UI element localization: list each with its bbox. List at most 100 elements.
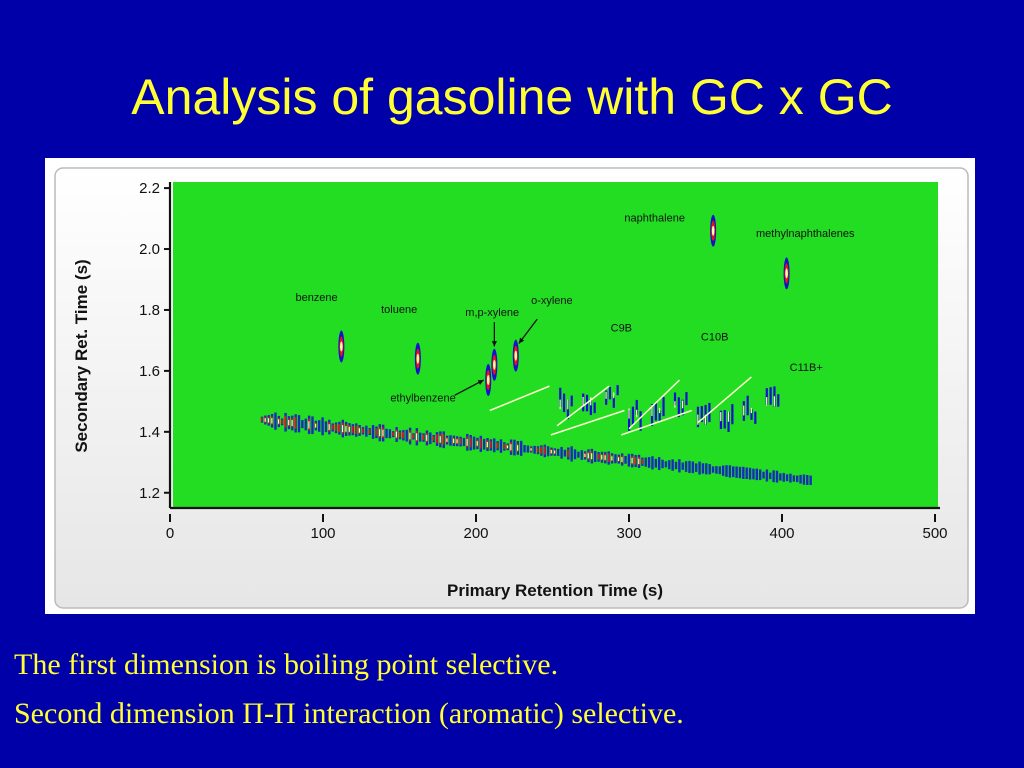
band-streak <box>597 453 600 460</box>
band-streak <box>573 449 577 460</box>
band-streak <box>582 396 584 406</box>
band-streak <box>685 392 688 406</box>
caption-line-1: The first dimension is boiling point sel… <box>14 648 559 681</box>
band-streak <box>584 453 586 458</box>
band-streak <box>723 410 726 429</box>
band-streak <box>772 470 775 483</box>
band-streak <box>261 417 263 422</box>
band-streak <box>557 448 560 456</box>
band-streak <box>422 434 425 440</box>
peak-label: naphthalene <box>624 213 685 225</box>
band-streak <box>345 426 347 432</box>
band-streak <box>368 429 371 434</box>
band-streak <box>612 396 615 408</box>
band-streak <box>291 420 293 426</box>
y-tick-label: 2.0 <box>139 241 160 258</box>
band-streak <box>274 412 277 430</box>
x-tick-label: 500 <box>922 525 947 542</box>
band-streak <box>799 474 802 484</box>
band-streak <box>727 411 730 422</box>
band-streak <box>725 465 728 477</box>
band-streak <box>479 438 482 449</box>
y-axis-title: Secondary Ret. Time (s) <box>72 259 91 452</box>
arrow-head <box>477 380 484 385</box>
band-streak <box>301 420 304 429</box>
band-streak <box>284 416 287 428</box>
band-streak <box>752 468 755 480</box>
band-streak <box>668 460 671 470</box>
band-streak <box>395 431 398 438</box>
band-streak <box>681 462 684 470</box>
band-streak <box>567 399 569 410</box>
band-streak <box>341 425 344 433</box>
band-streak <box>439 436 441 443</box>
band-streak <box>735 466 738 478</box>
band-streak <box>375 428 378 436</box>
band-streak <box>533 445 536 454</box>
peak-spot <box>486 375 490 386</box>
band-streak <box>388 429 392 439</box>
arrow-head <box>518 337 525 344</box>
band-streak <box>297 415 301 433</box>
band-streak <box>795 475 799 483</box>
group-label: C10B <box>701 331 729 343</box>
band-streak <box>543 446 546 455</box>
band-streak <box>635 399 638 415</box>
band-streak <box>315 423 317 428</box>
band-streak <box>594 450 597 463</box>
y-tick-label: 1.4 <box>139 424 160 441</box>
band-streak <box>429 432 432 445</box>
peak-label: o-xylene <box>531 295 573 307</box>
band-streak <box>591 453 593 460</box>
band-streak <box>519 440 523 456</box>
band-streak <box>638 458 640 464</box>
band-streak <box>570 446 573 462</box>
band-streak <box>426 434 428 441</box>
band-streak <box>721 465 725 476</box>
x-axis-title: Primary Retention Time (s) <box>447 581 663 600</box>
band-streak <box>708 464 711 475</box>
band-streak <box>746 395 749 416</box>
band-streak <box>540 447 542 454</box>
band-streak <box>442 434 445 445</box>
peak-spot <box>785 268 788 279</box>
x-tick-label: 200 <box>463 525 488 542</box>
band-streak <box>419 432 422 442</box>
band-streak <box>587 453 589 459</box>
band-streak <box>456 439 458 444</box>
band-streak <box>671 459 674 471</box>
y-tick-label: 1.6 <box>139 363 160 380</box>
band-streak <box>631 457 633 464</box>
annotation-line <box>489 385 550 412</box>
band-streak <box>605 391 607 399</box>
peak-label: m,p-xylene <box>465 307 519 319</box>
band-streak <box>616 385 619 396</box>
x-tick-label: 300 <box>616 525 641 542</box>
band-streak <box>639 411 642 431</box>
band-streak <box>331 424 334 430</box>
band-streak <box>311 416 314 435</box>
band-streak <box>416 433 418 441</box>
band-streak <box>738 466 742 479</box>
band-streak <box>742 466 745 479</box>
band-streak <box>750 407 752 414</box>
band-streak <box>631 406 635 426</box>
band-streak <box>526 445 530 453</box>
band-streak <box>684 461 688 472</box>
band-streak <box>493 438 496 453</box>
band-streak <box>647 457 651 468</box>
y-tick-label: 1.8 <box>139 302 160 319</box>
band-streak <box>566 399 569 420</box>
band-streak <box>720 412 722 422</box>
band-streak <box>523 445 526 453</box>
band-streak <box>321 417 324 436</box>
band-streak <box>604 455 606 460</box>
y-tick-label: 2.2 <box>139 180 160 197</box>
band-streak <box>750 409 753 420</box>
band-streak <box>264 418 266 422</box>
peak-label: methylnaphthalenes <box>756 228 855 240</box>
arrow-head <box>491 341 497 347</box>
band-streak <box>506 445 509 449</box>
band-streak <box>657 457 661 471</box>
band-streak <box>762 471 765 479</box>
